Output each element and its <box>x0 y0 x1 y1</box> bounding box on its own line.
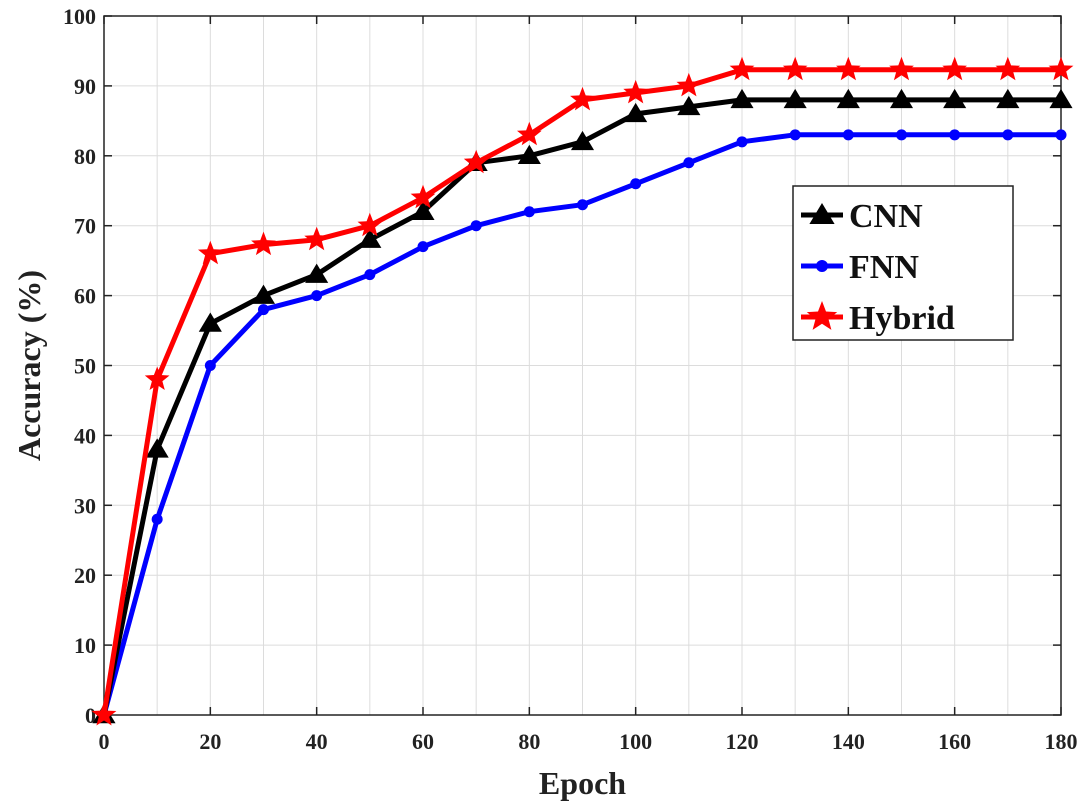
legend-item-hybrid: Hybrid <box>801 300 955 337</box>
x-tick-label: 0 <box>99 729 110 754</box>
legend-marker-cnn <box>809 203 835 224</box>
x-axis-title: Epoch <box>539 765 626 801</box>
y-tick-label: 20 <box>74 563 96 588</box>
point-fnn <box>577 199 588 211</box>
point-hybrid <box>463 149 489 174</box>
point-cnn <box>836 88 860 109</box>
point-hybrid <box>198 240 223 265</box>
y-tick-label: 0 <box>85 703 96 728</box>
point-fnn <box>842 129 854 141</box>
x-tick-label: 140 <box>832 729 865 754</box>
point-cnn <box>1049 88 1073 109</box>
point-hybrid <box>729 56 755 81</box>
point-fnn <box>523 206 535 218</box>
y-tick-label: 90 <box>74 74 96 99</box>
series-hybrid <box>91 56 1074 726</box>
x-tick-label: 100 <box>619 729 652 754</box>
y-tick-label: 70 <box>74 214 96 239</box>
point-hybrid <box>144 366 170 390</box>
point-fnn <box>949 129 961 141</box>
legend: CNN FNN Hybrid <box>792 185 1014 341</box>
legend-item-cnn: CNN <box>801 198 923 235</box>
point-cnn <box>145 438 169 458</box>
x-tick-label: 80 <box>518 729 540 754</box>
point-cnn <box>198 312 222 332</box>
series-cnn <box>92 88 1073 724</box>
grid-lines <box>103 15 1062 716</box>
legend-label-cnn: CNN <box>849 198 923 235</box>
y-tick-label: 30 <box>74 493 96 518</box>
y-tick-label: 80 <box>74 144 96 169</box>
point-hybrid <box>517 121 542 146</box>
point-fnn <box>896 129 907 141</box>
x-tick-label: 180 <box>1045 729 1078 754</box>
point-cnn <box>624 102 648 123</box>
point-hybrid <box>570 86 595 111</box>
point-cnn <box>783 88 807 109</box>
point-cnn <box>517 144 541 165</box>
series-layer <box>91 56 1074 726</box>
y-tick-label: 50 <box>74 354 96 379</box>
point-cnn <box>996 88 1020 109</box>
point-hybrid <box>1048 56 1074 81</box>
point-cnn <box>677 95 701 116</box>
point-fnn <box>417 241 429 253</box>
point-hybrid <box>410 184 436 209</box>
point-fnn <box>204 360 216 371</box>
x-tick-label: 20 <box>199 729 221 754</box>
y-axis-title: Accuracy (%) <box>11 270 47 461</box>
point-fnn <box>1002 129 1014 141</box>
legend-label-fnn: FNN <box>849 249 919 286</box>
point-fnn <box>258 304 269 316</box>
point-cnn <box>358 228 382 248</box>
point-fnn <box>789 129 801 141</box>
point-fnn <box>364 269 376 281</box>
y-tick-label: 40 <box>74 423 96 448</box>
point-hybrid <box>995 56 1021 81</box>
point-cnn <box>411 200 435 220</box>
point-fnn <box>683 157 695 169</box>
point-fnn <box>151 513 163 525</box>
point-fnn <box>630 178 642 190</box>
point-hybrid <box>942 56 967 81</box>
point-cnn <box>305 263 329 283</box>
legend-label-hybrid: Hybrid <box>849 300 955 337</box>
point-hybrid <box>623 79 648 104</box>
legend-marker-hybrid <box>806 301 838 330</box>
y-tick-label: 10 <box>74 633 96 658</box>
point-hybrid <box>357 212 383 237</box>
axis-ticks: 0 20 40 60 80 100 120 140 160 180 0 10 20 30 40 50 60 70 8… <box>63 4 1078 754</box>
x-tick-label: 160 <box>938 729 971 754</box>
x-tick-label: 40 <box>306 729 328 754</box>
point-hybrid <box>251 231 276 256</box>
x-tick-label: 120 <box>726 729 759 754</box>
point-fnn <box>736 136 748 148</box>
point-hybrid <box>836 56 861 81</box>
point-hybrid <box>304 226 329 251</box>
point-cnn <box>889 88 914 109</box>
point-cnn <box>570 130 595 151</box>
point-hybrid <box>889 56 914 81</box>
point-fnn <box>1055 129 1067 141</box>
point-hybrid <box>676 72 702 97</box>
y-tick-label: 60 <box>74 284 96 309</box>
legend-marker-fnn <box>816 260 828 272</box>
point-cnn <box>730 88 754 109</box>
y-tick-label: 100 <box>63 4 96 29</box>
legend-item-fnn: FNN <box>801 249 919 286</box>
point-cnn <box>943 88 967 109</box>
point-fnn <box>311 290 323 302</box>
point-fnn <box>470 220 482 232</box>
x-tick-label: 60 <box>412 729 434 754</box>
point-cnn <box>251 284 276 304</box>
point-hybrid <box>91 702 117 726</box>
point-hybrid <box>782 56 808 81</box>
